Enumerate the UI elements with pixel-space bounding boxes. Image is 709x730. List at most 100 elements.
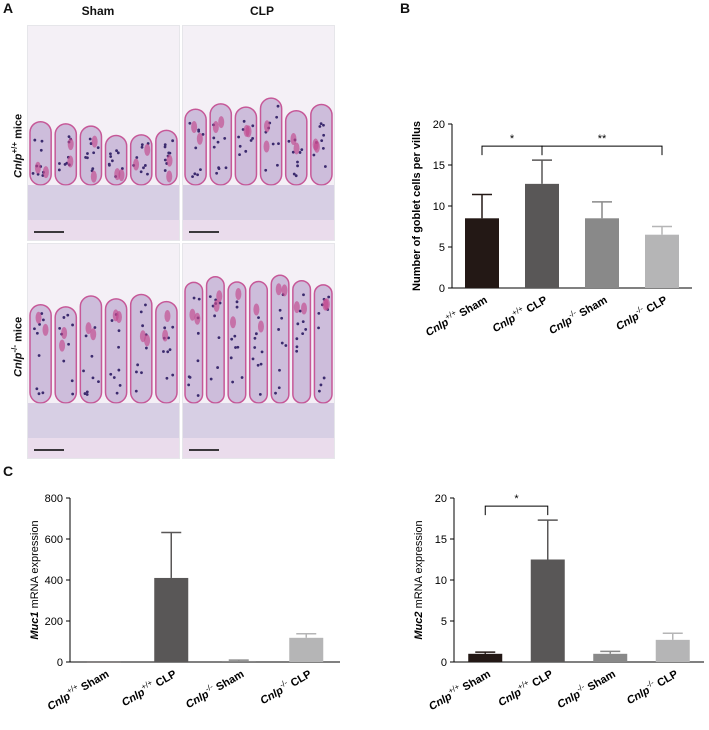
category-group: Sham bbox=[455, 294, 490, 321]
nucleus bbox=[144, 346, 148, 350]
nucleus bbox=[109, 155, 113, 158]
nucleus bbox=[139, 310, 143, 314]
nucleus bbox=[302, 293, 305, 297]
y-tick-label: 800 bbox=[45, 493, 63, 505]
nucleus bbox=[322, 133, 326, 137]
nucleus bbox=[112, 376, 116, 379]
nucleus bbox=[96, 146, 100, 150]
column-header-sham: Sham bbox=[81, 4, 115, 18]
nucleus bbox=[187, 383, 191, 387]
nucleus bbox=[92, 151, 96, 155]
goblet-cell bbox=[263, 140, 270, 153]
nucleus bbox=[93, 326, 97, 329]
nucleus bbox=[82, 369, 85, 373]
nucleus bbox=[163, 145, 167, 149]
nucleus bbox=[108, 163, 111, 167]
nucleus bbox=[259, 362, 263, 366]
nucleus bbox=[86, 152, 89, 155]
nucleus bbox=[271, 142, 275, 146]
nucleus bbox=[166, 350, 170, 354]
goblet-cell bbox=[144, 143, 151, 156]
category-genotype: -/- bbox=[278, 678, 289, 690]
goblet-cell bbox=[301, 302, 308, 315]
nucleus bbox=[110, 159, 114, 163]
nucleus bbox=[188, 121, 192, 125]
category-group: Sham bbox=[458, 668, 493, 695]
nucleus bbox=[116, 151, 120, 155]
category-group: CLP bbox=[151, 668, 179, 691]
tissue-illustration bbox=[28, 244, 179, 458]
goblet-cell bbox=[293, 142, 300, 155]
nucleus bbox=[140, 371, 143, 375]
row-gene: Cnlp bbox=[12, 153, 25, 178]
nucleus bbox=[196, 173, 199, 177]
nucleus bbox=[251, 124, 255, 128]
goblet-cell bbox=[293, 301, 300, 314]
nucleus bbox=[296, 164, 299, 168]
goblet-cell bbox=[67, 155, 74, 168]
row-genotype: +/+ bbox=[10, 141, 19, 154]
category-label: Cnlp-/- Sham bbox=[182, 666, 246, 712]
nucleus bbox=[135, 156, 139, 159]
nucleus bbox=[216, 140, 220, 144]
panel-label-a: A bbox=[3, 0, 14, 16]
nucleus bbox=[58, 162, 61, 165]
nucleus bbox=[66, 313, 70, 317]
nucleus bbox=[298, 151, 302, 154]
goblet-cell bbox=[166, 154, 173, 167]
nucleus bbox=[244, 149, 248, 153]
significance-bracket bbox=[484, 505, 549, 516]
goblet-cell bbox=[235, 288, 242, 301]
nucleus bbox=[253, 336, 257, 340]
tissue-illustration bbox=[28, 26, 179, 240]
nucleus bbox=[231, 380, 235, 384]
nucleus bbox=[85, 390, 89, 394]
tissue-illustration bbox=[183, 244, 334, 458]
y-tick-label: 5 bbox=[439, 242, 445, 254]
significance-label: ** bbox=[598, 133, 607, 145]
bar bbox=[530, 559, 565, 662]
row-genotype: -/- bbox=[10, 344, 19, 353]
category-group: CLP bbox=[642, 294, 670, 317]
goblet-cell bbox=[42, 323, 49, 336]
nucleus bbox=[70, 379, 74, 383]
bar bbox=[593, 653, 628, 662]
nucleus bbox=[277, 386, 281, 390]
nucleus bbox=[162, 350, 165, 353]
villus bbox=[79, 295, 103, 404]
category-label: Cnlp-/- CLP bbox=[257, 666, 314, 708]
nucleus bbox=[254, 332, 258, 336]
goblet-cell bbox=[323, 298, 330, 311]
nucleus bbox=[41, 318, 45, 322]
nucleus bbox=[238, 153, 241, 157]
nucleus bbox=[292, 172, 296, 176]
nucleus bbox=[67, 135, 71, 139]
villus bbox=[227, 281, 247, 404]
bar bbox=[525, 183, 559, 288]
nucleus bbox=[117, 345, 120, 349]
nucleus bbox=[251, 357, 255, 361]
y-axis-unit: mRNA expression bbox=[413, 520, 425, 611]
nucleus bbox=[197, 128, 201, 132]
nucleus bbox=[276, 104, 280, 108]
goblet-cell bbox=[275, 283, 282, 296]
nucleus bbox=[41, 391, 45, 395]
crypt-layer bbox=[28, 185, 179, 220]
category-label: Cnlp-/- CLP bbox=[613, 292, 670, 334]
y-tick-label: 200 bbox=[45, 616, 63, 628]
y-tick-label: 15 bbox=[433, 160, 445, 172]
nucleus bbox=[253, 346, 257, 349]
goblet-cell bbox=[264, 120, 271, 133]
nucleus bbox=[35, 387, 39, 391]
nucleus bbox=[212, 145, 216, 149]
goblet-cell bbox=[253, 303, 260, 316]
category-label: Cnlp+/+ Sham bbox=[422, 292, 489, 340]
nucleus bbox=[97, 380, 100, 384]
bar bbox=[289, 637, 324, 662]
nucleus bbox=[117, 329, 121, 333]
nucleus bbox=[163, 158, 167, 162]
nucleus bbox=[163, 326, 167, 330]
nucleus bbox=[317, 311, 321, 315]
nucleus bbox=[217, 167, 221, 171]
nucleus bbox=[163, 143, 167, 147]
